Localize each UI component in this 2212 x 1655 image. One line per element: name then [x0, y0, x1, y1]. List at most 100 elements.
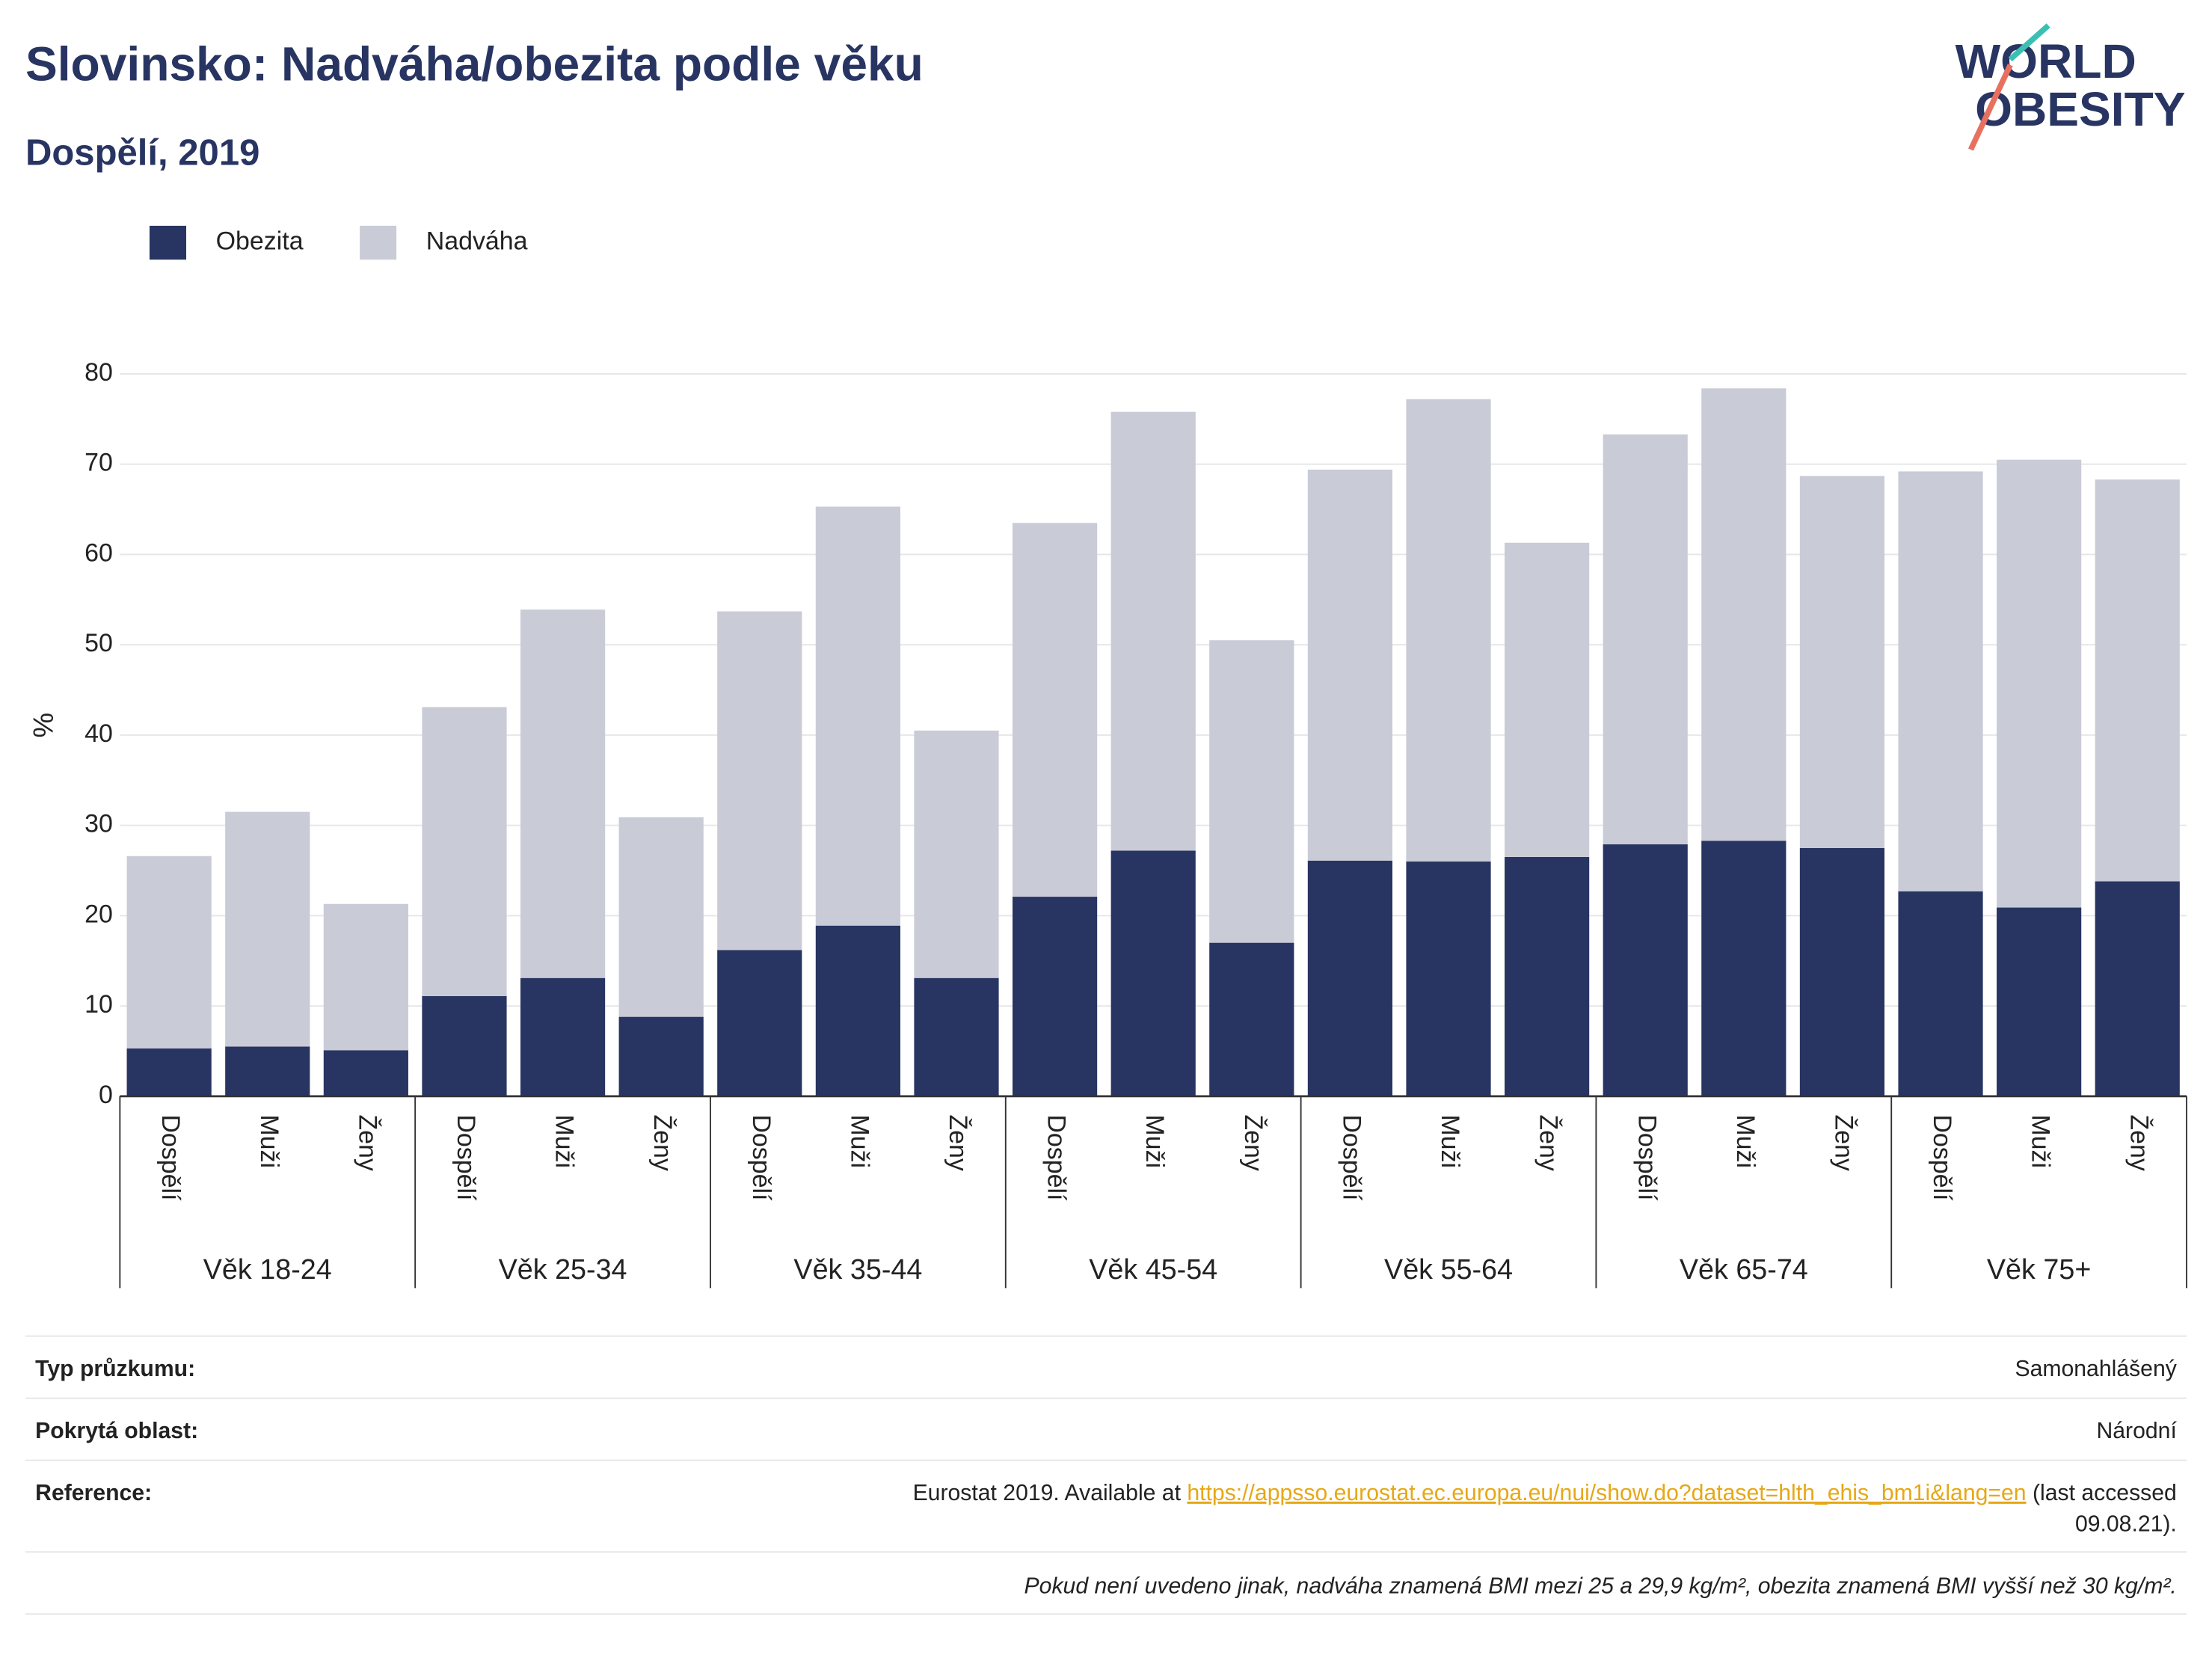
- info-label: Reference:: [35, 1481, 152, 1505]
- x-tick-label: Dospělí: [452, 1114, 480, 1201]
- x-tick-label: Dospělí: [1928, 1114, 1956, 1201]
- bar-segment: [1799, 847, 1885, 1096]
- bar-segment: [1110, 850, 1196, 1096]
- group-label: Věk 45-54: [1089, 1253, 1217, 1285]
- bar-segment: [520, 610, 606, 978]
- legend-swatch: [149, 225, 187, 260]
- group-label: Věk 18-24: [203, 1253, 332, 1285]
- y-tick-label: 20: [85, 900, 113, 928]
- x-tick-label: Dospělí: [1042, 1114, 1071, 1201]
- bar-segment: [1701, 388, 1787, 841]
- footer: Typ průzkumu: Samonahlášený Pokrytá obla…: [25, 1335, 2187, 1615]
- bar-segment: [1701, 841, 1787, 1096]
- y-tick-label: 80: [85, 358, 113, 387]
- x-tick-label: Ženy: [2125, 1114, 2153, 1170]
- x-tick-label: Muži: [1436, 1114, 1464, 1168]
- x-tick-label: Muži: [255, 1114, 283, 1168]
- x-tick-label: Muži: [2027, 1114, 2055, 1168]
- bar-segment: [815, 925, 900, 1096]
- x-tick-label: Ženy: [1239, 1114, 1268, 1170]
- group-label: Věk 25-34: [499, 1253, 627, 1285]
- legend-label: Nadváha: [426, 227, 528, 256]
- bar-segment: [1110, 411, 1196, 851]
- bar-segment: [1603, 844, 1688, 1096]
- logo-slash: [1967, 64, 2013, 151]
- bar-segment: [1012, 523, 1098, 897]
- x-tick-label: Ženy: [1534, 1114, 1563, 1170]
- info-value: Národní: [2096, 1419, 2177, 1443]
- y-tick-label: 50: [85, 629, 113, 657]
- bar-segment: [1012, 897, 1098, 1096]
- group-label: Věk 35-44: [793, 1253, 922, 1285]
- logo-text: OBESITY: [1975, 82, 2185, 136]
- x-tick-label: Muži: [550, 1114, 579, 1168]
- bar-segment: [126, 856, 212, 1048]
- bar-segment: [1898, 471, 1983, 891]
- bar-segment: [1209, 640, 1294, 943]
- logo-slash: [2008, 23, 2050, 62]
- bar-segment: [1898, 891, 1983, 1096]
- bar-segment: [1997, 459, 2082, 908]
- info-value: Samonahlášený: [2015, 1357, 2177, 1381]
- x-tick-label: Muži: [1140, 1114, 1169, 1168]
- info-label: Pokrytá oblast:: [35, 1419, 198, 1443]
- x-tick-label: Dospělí: [747, 1114, 775, 1201]
- bar-segment: [1505, 542, 1590, 857]
- y-tick-label: 30: [85, 810, 113, 838]
- bar-segment: [422, 707, 507, 996]
- x-tick-label: Dospělí: [1632, 1114, 1661, 1201]
- reference-text: (last accessed: [2033, 1481, 2177, 1505]
- bar-segment: [618, 817, 704, 1017]
- y-tick-label: 10: [85, 990, 113, 1019]
- bar-segment: [225, 1046, 310, 1096]
- y-axis-label: %: [27, 713, 58, 738]
- bar-segment: [2095, 479, 2180, 882]
- bar-segment: [225, 811, 310, 1047]
- footnote: Pokud není uvedeno jinak, nadváha znamen…: [1024, 1573, 2177, 1598]
- reference-text: Eurostat 2019. Available at: [913, 1481, 1182, 1505]
- chart-title: Slovinsko: Nadváha/obezita podle věku: [25, 37, 924, 91]
- bar-segment: [1209, 942, 1294, 1096]
- bar-segment: [323, 903, 408, 1051]
- bar-segment: [1307, 860, 1393, 1096]
- bar-segment: [323, 1050, 408, 1096]
- bar-segment: [1603, 434, 1688, 845]
- x-tick-label: Muži: [845, 1114, 873, 1168]
- info-label: Typ průzkumu:: [35, 1357, 195, 1381]
- x-tick-label: Dospělí: [156, 1114, 185, 1201]
- reference-text: Eurostat 2019. Available at https://apps…: [913, 1481, 2177, 1505]
- group-label: Věk 65-74: [1680, 1253, 1808, 1285]
- y-tick-label: 0: [99, 1081, 113, 1109]
- y-tick-label: 60: [85, 538, 113, 567]
- bar-segment: [422, 995, 507, 1096]
- bar-segment: [914, 730, 999, 978]
- bar-segment: [914, 977, 999, 1096]
- group-label: Věk 55-64: [1384, 1253, 1513, 1285]
- reference-text: 09.08.21).: [2075, 1511, 2177, 1536]
- legend-swatch: [360, 225, 397, 260]
- bar-segment: [1799, 476, 1885, 848]
- x-tick-label: Ženy: [1829, 1114, 1858, 1170]
- bar-segment: [126, 1048, 212, 1096]
- bar-segment: [1307, 469, 1393, 861]
- bar-segment: [520, 977, 606, 1096]
- y-tick-label: 70: [85, 449, 113, 477]
- group-label: Věk 75+: [1987, 1253, 2091, 1285]
- bar-segment: [717, 950, 802, 1096]
- bar-segment: [1505, 856, 1590, 1096]
- bar-segment: [1997, 907, 2082, 1096]
- bar-segment: [717, 611, 802, 951]
- x-tick-label: Dospělí: [1337, 1114, 1365, 1201]
- x-tick-label: Ženy: [944, 1114, 972, 1170]
- x-tick-label: Muži: [1731, 1114, 1760, 1168]
- bar-segment: [618, 1016, 704, 1096]
- bar-segment: [1406, 399, 1491, 862]
- reference-link[interactable]: https://appsso.eurostat.ec.europa.eu/nui…: [1187, 1481, 2026, 1505]
- chart-subtitle: Dospělí, 2019: [25, 133, 259, 174]
- bar-segment: [815, 506, 900, 926]
- bar-segment: [2095, 881, 2180, 1096]
- logo-text: WORLD: [1956, 34, 2136, 88]
- legend-label: Obezita: [216, 227, 304, 256]
